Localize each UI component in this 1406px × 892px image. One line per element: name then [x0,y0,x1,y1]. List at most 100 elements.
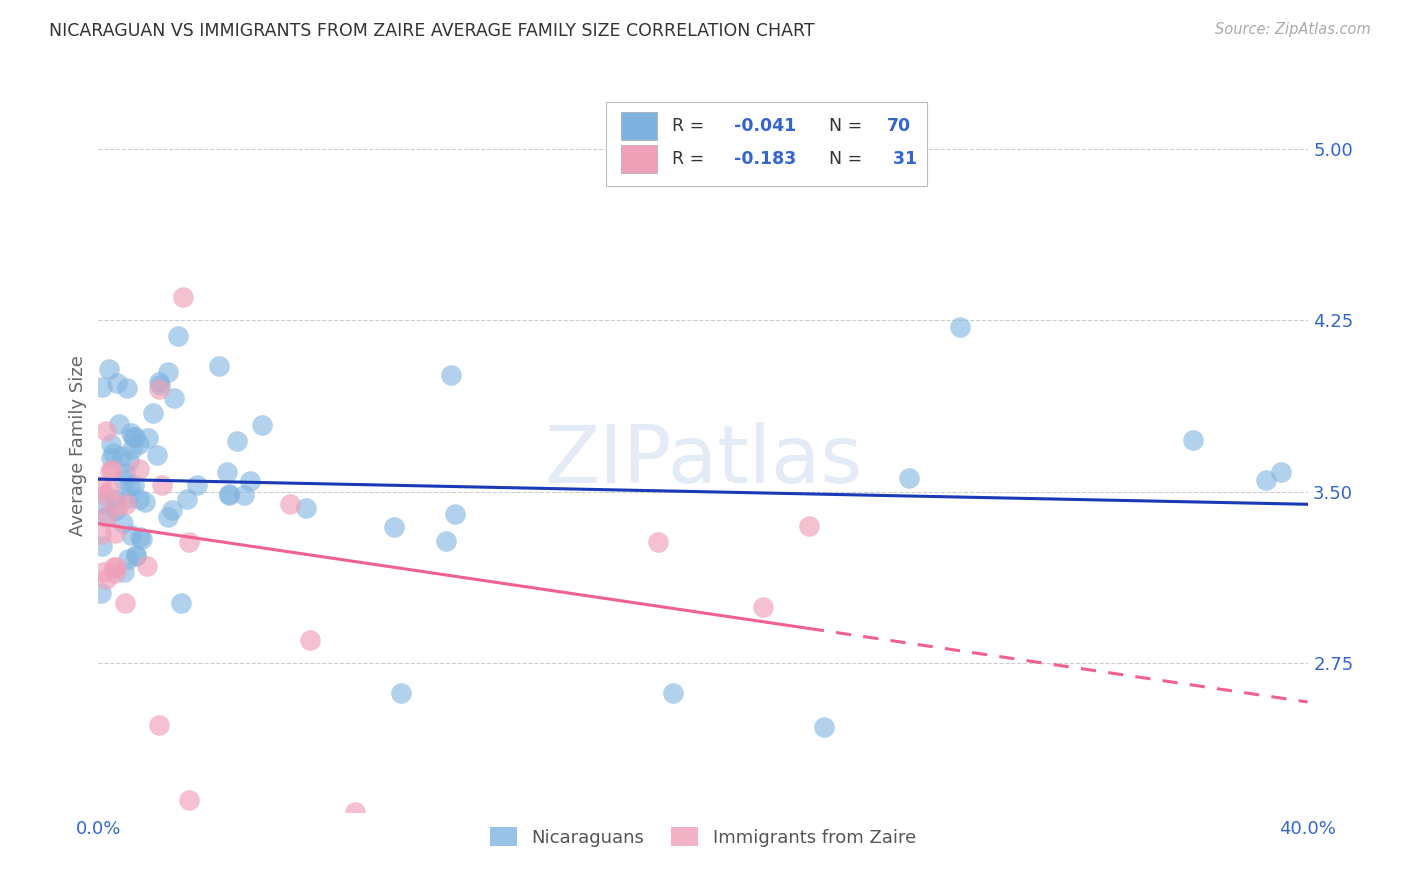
Point [98,464,121,478]
Point [117,491,139,506]
Point [118,453,141,467]
Point [112,516,135,530]
Point [98,483,121,498]
Point [440,368,463,382]
Point [90,527,112,541]
Point [90,586,112,600]
Text: 70: 70 [887,118,911,136]
Point [118,479,141,493]
Point [104,491,127,506]
Point [278,497,301,511]
Point [100,437,122,451]
Point [94,488,117,502]
Point [797,519,820,533]
Y-axis label: Average Family Size: Average Family Size [69,356,87,536]
Point [344,805,367,819]
Point [122,477,145,491]
Point [120,528,142,542]
Point [239,474,262,488]
Point [389,686,412,700]
Point [94,424,117,438]
Point [897,471,920,485]
Point [134,495,156,509]
Point [218,487,240,501]
Point [156,510,179,524]
Text: N =: N = [828,118,868,136]
Point [112,565,135,579]
Point [120,425,142,440]
Point [128,492,150,507]
Point [117,551,139,566]
Point [167,329,190,343]
Text: R =: R = [672,118,709,136]
Point [96,572,118,586]
Point [121,430,143,444]
Point [163,391,186,405]
Point [233,487,256,501]
Point [208,359,231,373]
Point [125,549,148,564]
Point [104,566,127,580]
Point [114,596,136,610]
Point [382,520,405,534]
Point [91,496,114,510]
Point [1182,433,1205,447]
Point [100,451,122,466]
Point [107,499,129,513]
Point [150,478,173,492]
Point [217,465,239,479]
Point [91,540,114,554]
Point [101,446,124,460]
Point [149,377,172,392]
Point [157,365,180,379]
Text: Source: ZipAtlas.com: Source: ZipAtlas.com [1215,22,1371,37]
Point [295,501,318,516]
Point [148,382,170,396]
Point [299,633,322,648]
Point [91,565,114,579]
Point [176,492,198,507]
Text: -0.041: -0.041 [734,118,797,136]
Point [105,376,128,391]
Point [135,558,157,573]
Point [148,376,170,390]
Point [444,507,467,521]
Point [105,502,128,516]
Point [128,436,150,450]
Point [91,380,114,394]
Point [661,686,683,700]
Point [250,418,273,433]
Point [112,474,135,488]
Point [436,533,458,548]
Point [1254,473,1277,487]
Point [124,429,146,443]
Point [179,534,201,549]
FancyBboxPatch shape [621,112,657,140]
Point [103,560,125,574]
Point [752,599,775,614]
Point [98,362,121,376]
FancyBboxPatch shape [621,145,657,173]
FancyBboxPatch shape [606,103,927,186]
Text: 31: 31 [887,150,917,169]
Point [145,448,167,462]
Point [172,290,194,304]
Point [647,535,669,549]
Point [170,596,193,610]
Point [114,466,136,480]
Point [117,381,139,395]
Point [142,406,165,420]
Point [125,549,148,563]
Legend: Nicaraguans, Immigrants from Zaire: Nicaraguans, Immigrants from Zaire [482,820,924,854]
Text: ZIPatlas: ZIPatlas [544,422,862,500]
Point [813,720,835,734]
Point [111,449,134,463]
Point [148,718,170,732]
Text: -0.183: -0.183 [734,150,797,169]
Point [179,793,201,807]
Point [104,560,127,574]
Point [138,431,160,445]
Point [129,530,152,544]
Point [90,479,112,493]
Point [131,532,153,546]
